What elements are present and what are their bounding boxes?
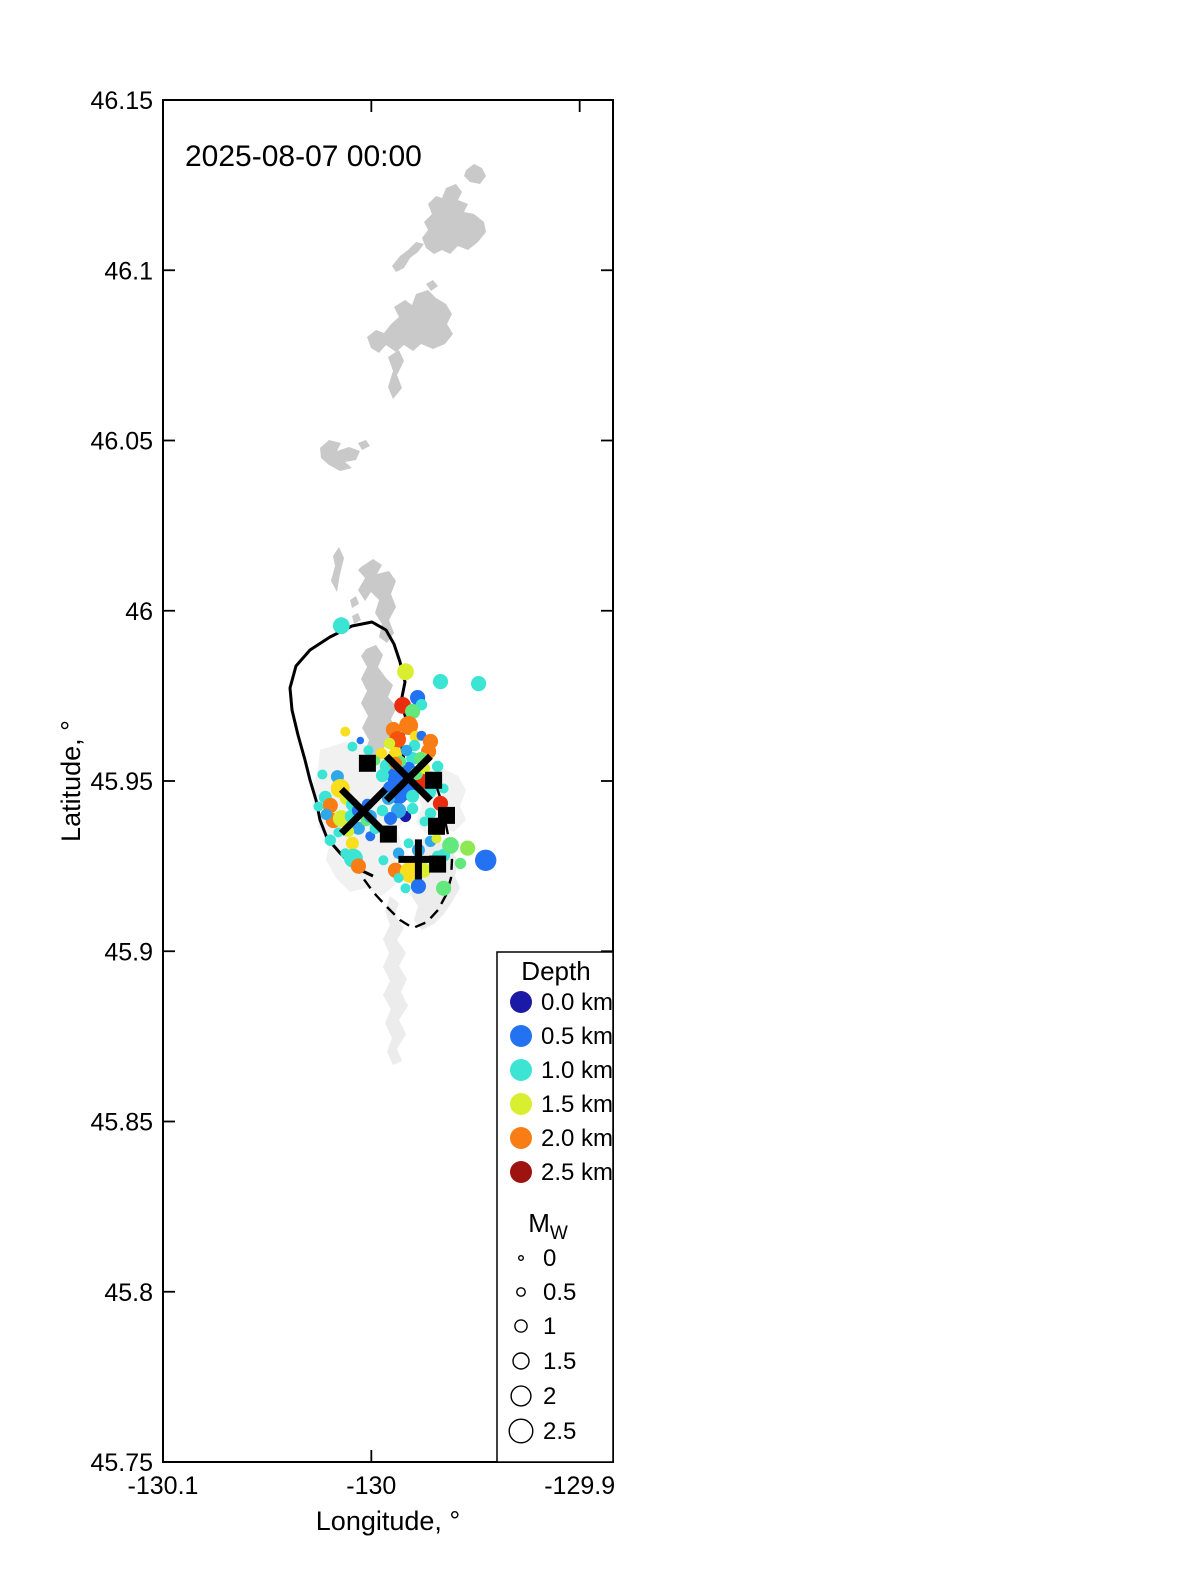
x-tick-label: -130.1: [128, 1472, 199, 1500]
y-tick-label: 45.9: [104, 938, 153, 966]
y-tick-label: 45.75: [90, 1449, 153, 1477]
x-marker: [383, 753, 433, 803]
earthquake-point: [317, 769, 328, 780]
earthquake-point: [431, 760, 444, 773]
legend-depth-label: 2.0 km: [541, 1125, 613, 1152]
legend-depth-swatch: [510, 1161, 532, 1183]
earthquake-point: [454, 857, 467, 870]
earthquake-point: [375, 769, 389, 783]
earthquake-point: [399, 716, 419, 735]
legend-depth-label: 1.0 km: [541, 1057, 613, 1084]
legend-mw-circle: [518, 1254, 525, 1261]
legend-mw-circle: [508, 1418, 534, 1444]
legend-depth-title: Depth: [521, 956, 590, 986]
earthquake-point: [424, 807, 437, 819]
square-marker: [428, 817, 445, 835]
earthquake-point: [431, 833, 442, 844]
legend-mw-label: 0: [543, 1245, 556, 1272]
y-tick-label: 46.1: [104, 257, 153, 285]
earthquake-point: [400, 744, 413, 757]
y-tick-label: 46: [125, 598, 153, 626]
y-tick-label: 45.85: [90, 1109, 153, 1137]
x-marker: [338, 786, 388, 836]
earthquake-point: [351, 821, 365, 835]
earthquake-point: [363, 745, 374, 756]
legend-depth-swatch: [510, 1025, 532, 1047]
earthquake-point: [345, 836, 359, 850]
legend-depth-swatch: [510, 991, 532, 1013]
legend-depth-label: 0.0 km: [541, 989, 613, 1016]
plus-marker: [398, 839, 439, 880]
earthquake-point: [400, 883, 411, 894]
x-axis-label: Longitude, °: [316, 1506, 460, 1536]
legend-depth-label: 1.5 km: [541, 1091, 613, 1118]
map-markers: [338, 753, 455, 880]
earthquake-point: [397, 663, 414, 681]
earthquake-point: [432, 674, 449, 690]
earthquake-point: [419, 816, 430, 827]
earthquake-point: [324, 834, 336, 846]
y-tick-label: 45.95: [90, 768, 153, 796]
earthquake-point: [436, 880, 452, 896]
legend-mw-label: 2.5: [543, 1418, 576, 1445]
x-tick-label: -130: [346, 1472, 396, 1500]
legend-mw-label: 1.5: [543, 1348, 576, 1375]
earthquake-point: [475, 849, 497, 871]
earthquake-point: [471, 676, 487, 692]
earthquake-point: [313, 801, 324, 812]
earthquake-point: [332, 617, 350, 635]
legend-depth-swatch: [510, 1059, 532, 1081]
earthquake-point: [340, 726, 351, 737]
earthquake-point: [383, 737, 396, 750]
legend-mw-label: 1: [543, 1313, 556, 1340]
earthquake-point: [406, 802, 419, 815]
y-tick-label: 46.15: [90, 87, 153, 115]
earthquake-point: [378, 855, 389, 866]
earthquake-point: [406, 789, 420, 803]
y-tick-label: 46.05: [90, 428, 153, 456]
legend-mw-label: 0.5: [543, 1279, 576, 1306]
earthquake-point: [376, 804, 389, 817]
y-tick-label: 45.8: [104, 1279, 153, 1307]
legend-mw-circle: [510, 1385, 532, 1407]
legend-mw-circle: [514, 1319, 528, 1333]
earthquake-point: [393, 873, 404, 883]
y-axis-label: Latitude, °: [56, 720, 86, 842]
earthquake-point: [403, 838, 414, 849]
square-marker: [425, 771, 443, 789]
earthquake-point: [410, 878, 426, 894]
legend: Depth 0.0 km 0.5 km 1.0 km 1.5 km 2.0 km…: [496, 951, 614, 1463]
x-tick-label: -129.9: [544, 1472, 615, 1500]
earthquake-point: [460, 840, 476, 856]
legend-mw-circle: [516, 1287, 526, 1297]
square-marker: [358, 754, 376, 772]
earthquake-point: [350, 858, 366, 874]
earthquake-point: [384, 812, 397, 825]
earthquake-point: [375, 747, 388, 760]
earthquake-point: [347, 741, 358, 752]
legend-mw-label: 2: [543, 1383, 556, 1410]
earthquake-point: [320, 808, 332, 821]
island-chain-shapes: [320, 164, 486, 761]
earthquake-point: [405, 703, 421, 720]
earthquake-point: [442, 837, 459, 854]
legend-depth-label: 0.5 km: [541, 1023, 613, 1050]
earthquake-point: [356, 736, 365, 745]
earthquake-point: [365, 831, 376, 842]
timestamp-title: 2025-08-07 00:00: [185, 140, 422, 173]
legend-depth-swatch: [510, 1127, 532, 1149]
legend-depth-label: 2.5 km: [541, 1159, 613, 1186]
legend-mw-title: MW: [528, 1208, 568, 1244]
legend-depth-swatch: [510, 1093, 532, 1115]
legend-mw-circle: [512, 1352, 530, 1370]
